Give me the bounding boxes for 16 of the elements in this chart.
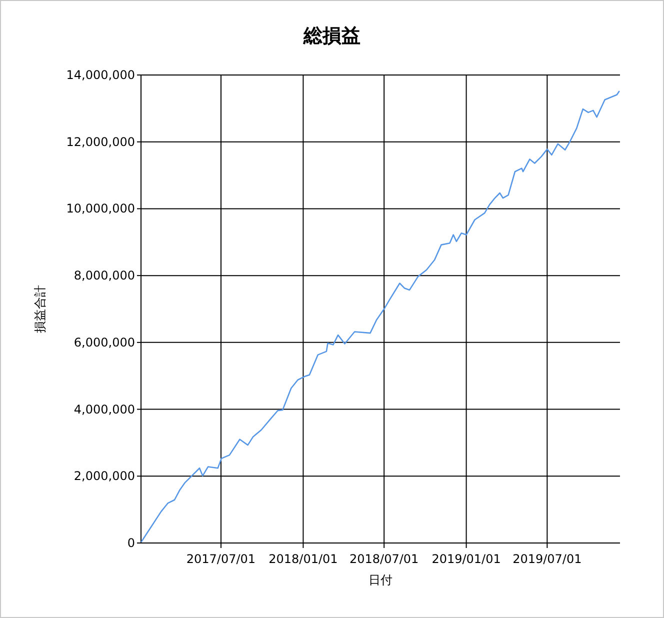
y-tick-label: 4,000,000 [74, 402, 135, 416]
x-tick-label: 2018/01/01 [268, 552, 338, 566]
y-tick-label: 10,000,000 [66, 202, 135, 216]
x-tick-label: 2018/07/01 [349, 552, 419, 566]
y-tick-label: 6,000,000 [74, 335, 135, 350]
x-axis-title: 日付 [368, 573, 392, 587]
x-tick-label: 2017/07/01 [186, 552, 256, 566]
y-tick-label: 14,000,000 [66, 68, 135, 82]
chart-title: 総損益 [302, 25, 360, 47]
y-tick-label: 0 [127, 536, 135, 550]
x-tick-label: 2019/01/01 [432, 552, 501, 566]
y-axis-title: 損益合計 [33, 285, 47, 333]
y-tick-label: 12,000,000 [66, 134, 135, 149]
y-tick-label: 2,000,000 [74, 469, 135, 484]
y-tick-label: 8,000,000 [74, 268, 135, 283]
x-tick-label: 2019/07/01 [512, 552, 582, 566]
